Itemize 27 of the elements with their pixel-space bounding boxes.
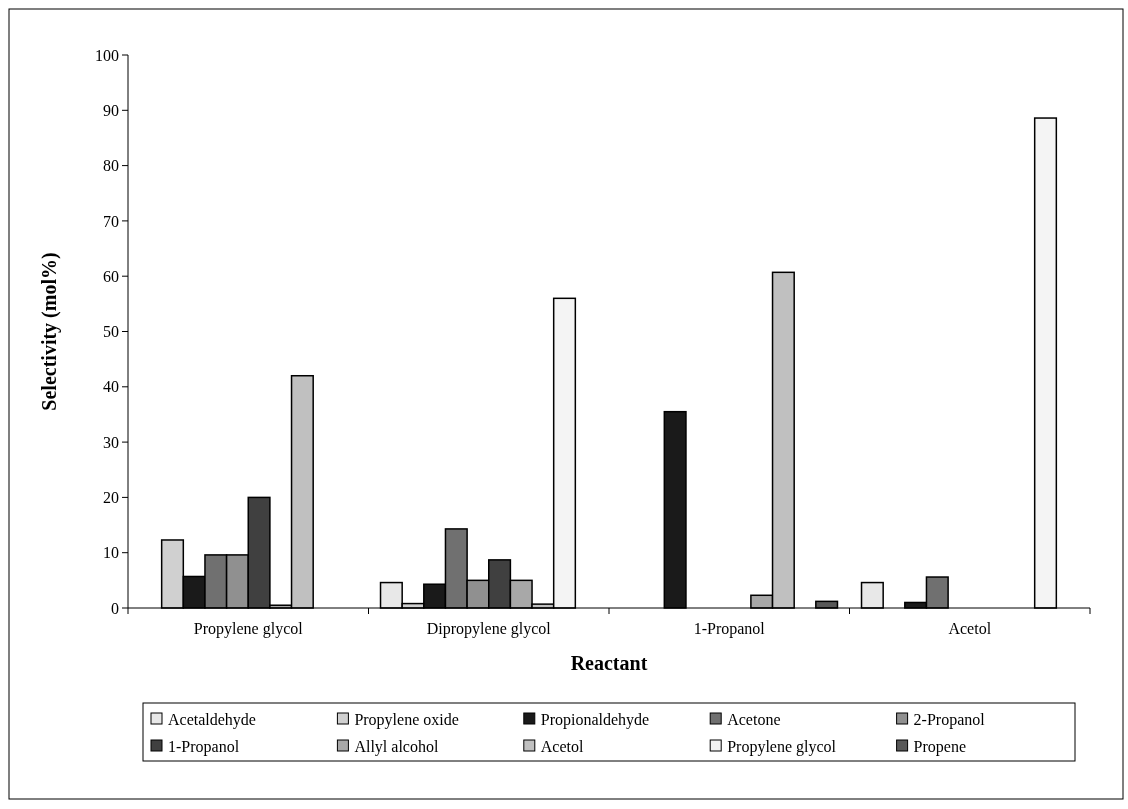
y-tick-label: 20 xyxy=(103,489,119,506)
y-tick-label: 90 xyxy=(103,101,119,119)
legend-label: Propene xyxy=(913,737,967,756)
legend-label: Acetol xyxy=(540,737,584,755)
legend-label: 1-Propanol xyxy=(168,737,240,756)
y-tick-label: 100 xyxy=(95,46,119,64)
legend-label: Propylene oxide xyxy=(354,710,459,729)
legend-label: 2-Propanol xyxy=(913,710,986,729)
legend-label: Propylene glycol xyxy=(727,737,837,756)
y-tick-label: 80 xyxy=(103,157,119,175)
legend-label: Acetaldehyde xyxy=(168,710,256,729)
y-tick-label: 10 xyxy=(103,544,119,562)
legend-label: Propionaldehyde xyxy=(540,710,650,729)
y-tick-label: 60 xyxy=(103,267,119,285)
x-axis-title: Reactant xyxy=(570,652,648,674)
y-tick-label: 40 xyxy=(103,378,119,396)
x-tick-label: 1-Propanol xyxy=(693,620,766,638)
y-tick-label: 0 xyxy=(111,599,119,617)
y-tick-label: 50 xyxy=(103,323,119,341)
x-tick-label: Acetol xyxy=(948,620,992,637)
x-tick-label: Dipropylene glycol xyxy=(426,620,552,638)
y-tick-label: 30 xyxy=(103,433,119,451)
legend-label: Allyl alcohol xyxy=(354,737,439,756)
x-tick-label: Propylene glycol xyxy=(193,620,304,638)
y-tick-label: 70 xyxy=(103,212,119,230)
y-axis-title: Selectivity (mol%) xyxy=(38,252,61,411)
legend-label: Acetone xyxy=(727,710,781,728)
